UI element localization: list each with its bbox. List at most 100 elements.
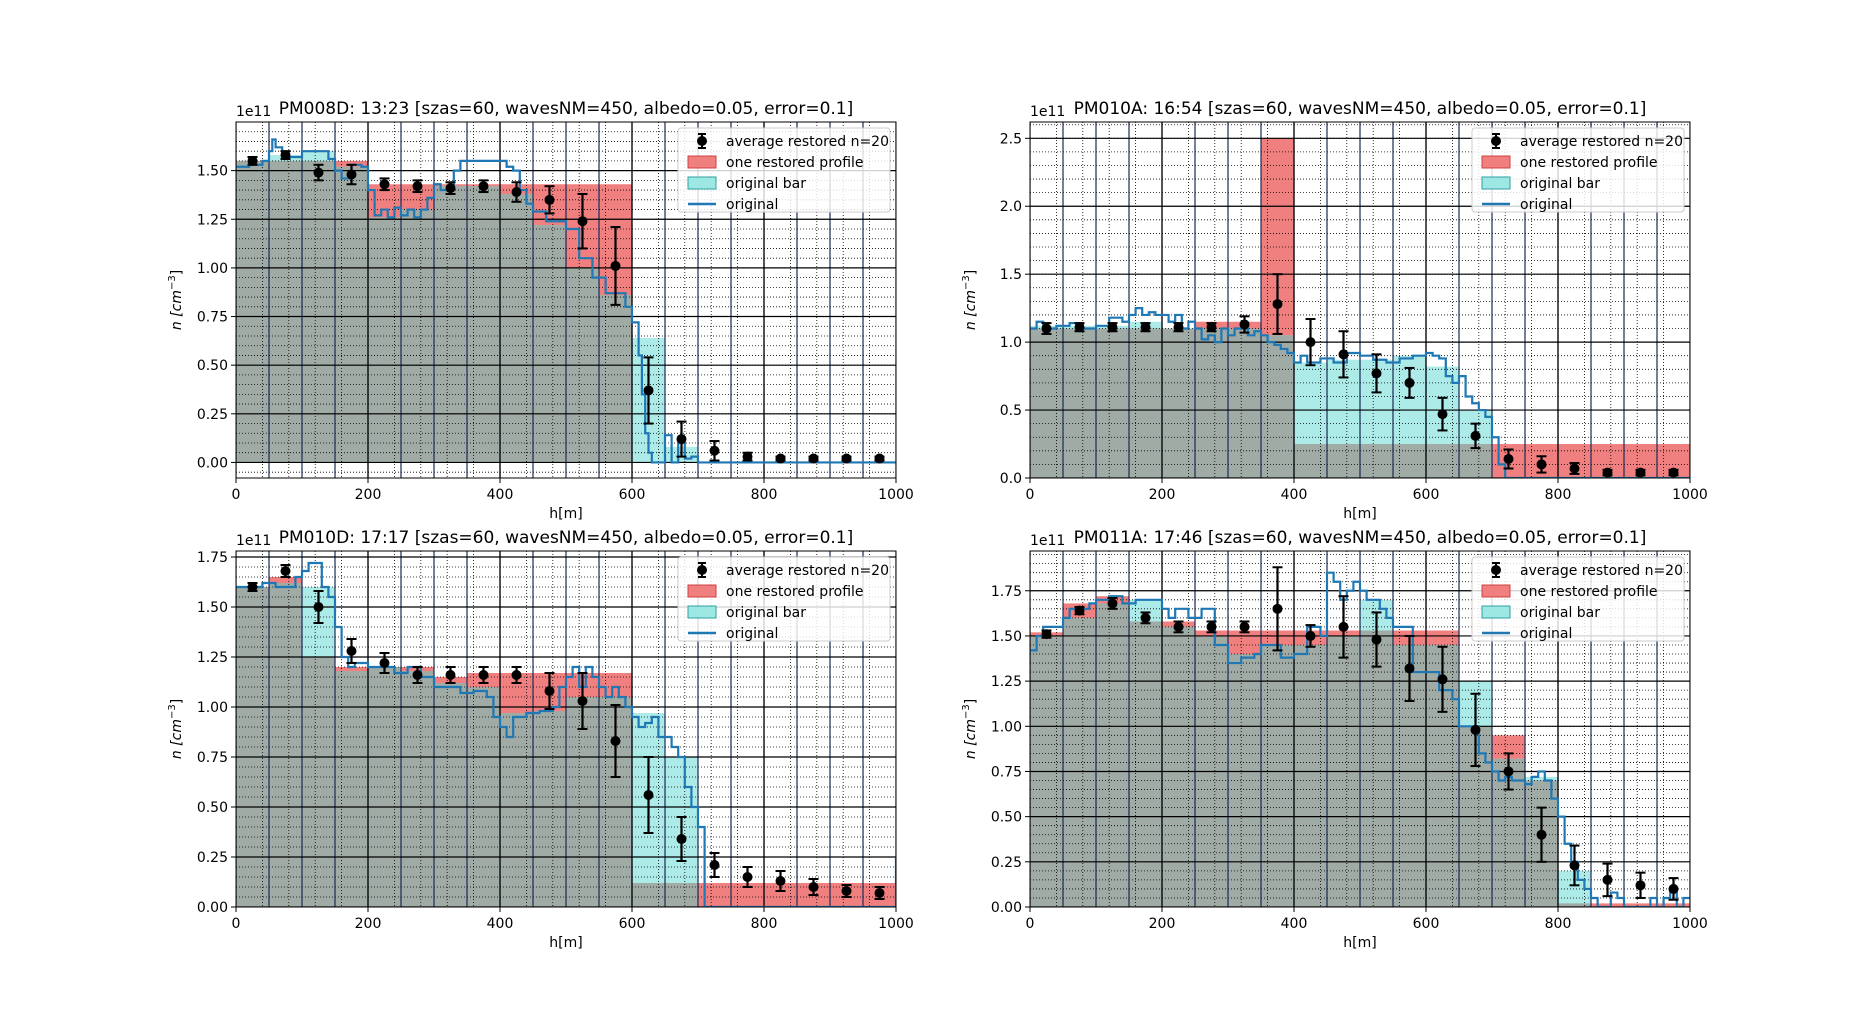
x-tick-label: 800 xyxy=(751,487,778,503)
legend-label-original: original xyxy=(726,197,778,213)
average-point xyxy=(1305,318,1316,367)
average-marker xyxy=(280,150,291,161)
x-tick-label: 800 xyxy=(1545,487,1572,503)
average-marker xyxy=(808,453,819,464)
average-marker xyxy=(1140,612,1151,623)
average-marker xyxy=(1371,634,1382,645)
average-point xyxy=(1206,322,1217,333)
average-marker xyxy=(1338,621,1349,632)
average-point xyxy=(346,163,357,186)
legend-marker-symbol xyxy=(697,565,707,575)
y-scale-label: 1e11 xyxy=(236,533,271,549)
average-point xyxy=(1272,273,1283,335)
y-tick-label: 1.50 xyxy=(197,600,228,616)
x-tick-label: 400 xyxy=(1281,916,1308,932)
average-point xyxy=(1173,620,1184,634)
y-axis-label-unit: [cm xyxy=(169,290,185,317)
average-marker xyxy=(1536,829,1547,840)
average-point xyxy=(247,582,258,592)
y-tick-label: 1.50 xyxy=(991,629,1022,645)
average-marker xyxy=(841,886,852,896)
average-point xyxy=(1239,315,1250,334)
overlap-bar xyxy=(302,657,335,907)
average-marker xyxy=(1239,621,1250,632)
legend-box xyxy=(1471,556,1685,642)
average-marker xyxy=(1569,463,1580,474)
y-axis-label-var: n xyxy=(963,317,979,330)
y-tick-label: 0.25 xyxy=(197,850,228,866)
x-tick-label: 1000 xyxy=(1672,487,1708,503)
average-marker xyxy=(1437,674,1448,685)
overlap-bar xyxy=(1129,621,1162,907)
average-point xyxy=(1569,844,1580,887)
average-point xyxy=(247,155,258,166)
y-axis-label: n [cm−3] xyxy=(961,270,979,330)
average-point xyxy=(742,451,753,462)
overlap-bar xyxy=(401,671,434,907)
x-tick-label: 1000 xyxy=(878,916,914,932)
average-point xyxy=(1338,330,1349,379)
overlap-bar xyxy=(1294,644,1327,907)
legend-box xyxy=(677,127,891,213)
legend-marker-symbol xyxy=(1491,136,1501,146)
y-tick-label: 1.5 xyxy=(1000,267,1022,283)
average-point xyxy=(1470,422,1481,450)
legend-label-average: average restored n=20 xyxy=(726,563,889,579)
average-point xyxy=(1074,605,1085,616)
original-line xyxy=(1030,307,1690,478)
average-marker xyxy=(313,167,324,178)
average-marker xyxy=(775,453,786,464)
y-axis-label-exp: −3 xyxy=(167,704,178,719)
average-point xyxy=(1404,634,1415,702)
average-point xyxy=(1503,448,1514,470)
average-marker xyxy=(1239,319,1250,330)
x-tick-label: 1000 xyxy=(878,487,914,503)
y-axis-label-var: n xyxy=(169,317,185,330)
average-marker xyxy=(412,670,423,680)
average-point xyxy=(610,704,621,778)
overlap-bar xyxy=(1426,444,1459,478)
average-marker xyxy=(379,179,390,190)
overlap-bar xyxy=(1360,444,1393,478)
chart-panel-4: 0 200 400 600 800 1000 0.00 0.25 0.50 0.75 1.00 1.2… xyxy=(961,528,1708,951)
x-tick-label: 200 xyxy=(355,487,382,503)
y-axis-label-exp: −3 xyxy=(167,275,178,290)
average-marker xyxy=(1404,377,1415,388)
average-point xyxy=(379,177,390,192)
y-tick-label: 0.75 xyxy=(197,750,228,766)
legend-marker-symbol xyxy=(697,136,707,146)
x-tick-label: 600 xyxy=(1413,916,1440,932)
overlap-bar xyxy=(1030,328,1063,478)
average-point xyxy=(346,638,357,664)
overlap-bar xyxy=(1096,328,1129,478)
average-marker xyxy=(643,790,654,800)
average-point xyxy=(577,672,588,730)
y-tick-label: 1.25 xyxy=(991,674,1022,690)
average-point xyxy=(1536,455,1547,474)
legend-patch-symbol xyxy=(687,155,717,169)
average-point xyxy=(1074,322,1085,333)
average-point xyxy=(1404,366,1415,399)
average-marker xyxy=(1305,630,1316,641)
legend-label-original: original xyxy=(1520,626,1572,642)
average-marker xyxy=(511,670,522,680)
average-marker xyxy=(379,658,390,668)
legend-label-original: original xyxy=(1520,197,1572,213)
average-marker xyxy=(1074,605,1085,616)
average-marker xyxy=(247,155,258,166)
y-axis-label-close: ] xyxy=(963,270,979,275)
overlap-bar xyxy=(434,186,467,463)
average-marker xyxy=(280,566,291,576)
plot-frame xyxy=(1029,121,1691,479)
average-point xyxy=(709,440,720,462)
x-axis-label: h[m] xyxy=(1343,506,1376,522)
average-marker xyxy=(1569,860,1580,871)
average-point xyxy=(874,453,885,464)
x-tick-label: 0 xyxy=(1026,487,1035,503)
average-marker xyxy=(1668,467,1679,478)
average-point xyxy=(808,453,819,464)
y-scale-label: 1e11 xyxy=(236,104,271,120)
average-point xyxy=(775,870,786,892)
average-marker xyxy=(841,453,852,464)
legend-label-original-bar: original bar xyxy=(726,605,806,621)
